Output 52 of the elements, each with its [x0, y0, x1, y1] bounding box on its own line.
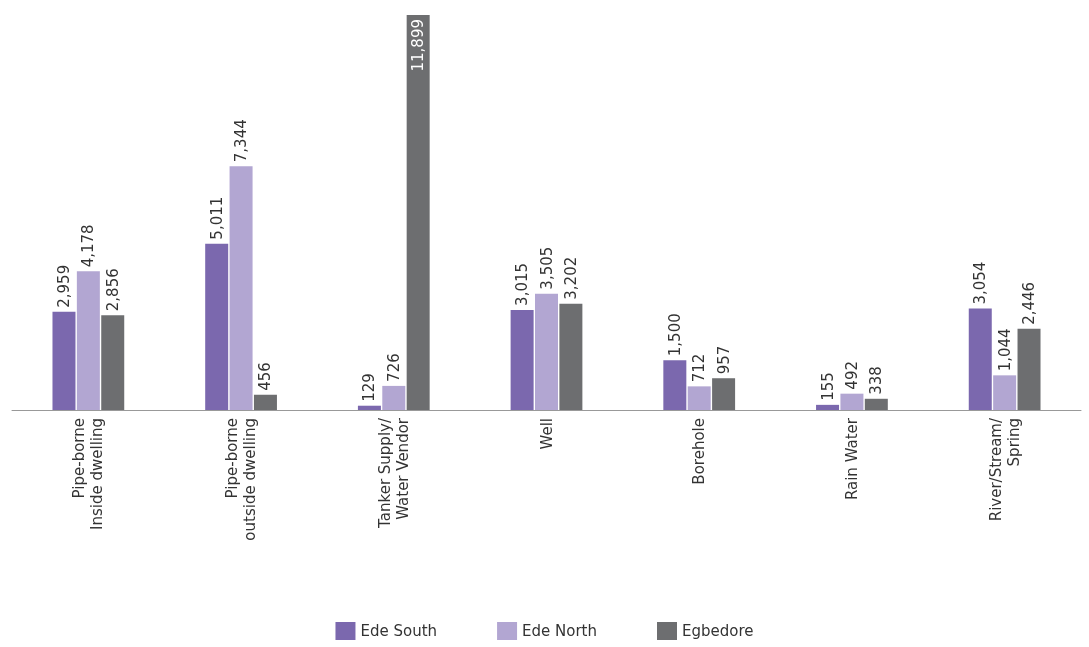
data-label: 712 [690, 353, 709, 383]
bar [968, 308, 992, 410]
legend-label: Egbedore [682, 622, 754, 640]
bar [52, 311, 76, 410]
bar [205, 243, 229, 410]
bar [382, 385, 406, 410]
legend-label: Ede North [522, 622, 598, 640]
bar [864, 398, 888, 410]
bar [357, 405, 381, 410]
data-label: 338 [867, 366, 886, 395]
x-tick-label: Well [537, 418, 556, 450]
x-tick-label: Pipe-borne Inside dwelling [70, 418, 107, 530]
data-label: 129 [360, 373, 379, 402]
data-label: 3,015 [513, 262, 532, 306]
bar [663, 360, 687, 410]
x-tick-label: River/Stream/ Spring [986, 417, 1023, 522]
data-label: 11,899 [409, 19, 428, 72]
data-label: 2,446 [1020, 281, 1039, 325]
data-label: 3,505 [537, 246, 556, 290]
data-label: 726 [384, 353, 403, 382]
data-label: 4,178 [79, 224, 98, 268]
data-label: 1,044 [995, 328, 1014, 372]
data-label: 456 [256, 362, 275, 391]
data-label: 2,856 [103, 268, 122, 312]
bar [406, 15, 430, 410]
bar [253, 394, 277, 410]
legend-label: Ede South [360, 622, 438, 640]
bar [816, 404, 840, 410]
bar [559, 303, 583, 410]
bar [840, 393, 864, 410]
x-tick-label: Rain Water [842, 417, 861, 501]
data-label: 957 [714, 345, 733, 375]
bar [1017, 328, 1041, 410]
x-tick-label: Pipe-borne outside dwelling [223, 418, 260, 541]
bar [510, 309, 534, 410]
bar [535, 293, 558, 410]
data-label: 7,344 [232, 119, 251, 163]
data-label: 155 [818, 372, 837, 401]
data-label: 1,500 [665, 313, 684, 357]
bar [76, 271, 100, 410]
data-label: 3,054 [971, 261, 990, 305]
bar [712, 378, 736, 410]
x-tick-label: Borehole [690, 418, 709, 485]
bar [229, 166, 253, 410]
bar [687, 386, 711, 410]
data-label: 5,011 [207, 196, 226, 240]
bar [993, 375, 1017, 410]
x-tick-label: Tanker Supply/ Water Vendor [375, 417, 412, 529]
data-label: 2,959 [54, 264, 73, 308]
bar [101, 315, 125, 410]
data-label: 492 [842, 361, 861, 390]
data-label: 3,202 [561, 256, 580, 300]
